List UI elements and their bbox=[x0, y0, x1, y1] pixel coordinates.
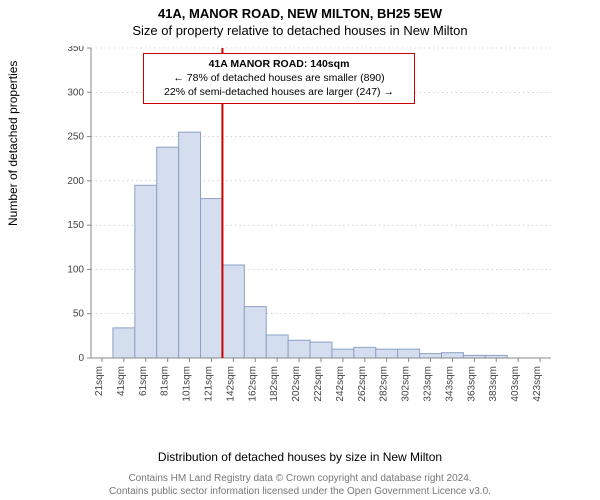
histogram-bar bbox=[354, 347, 376, 358]
chart-container: 41A, MANOR ROAD, NEW MILTON, BH25 5EW Si… bbox=[0, 0, 600, 500]
x-axis-label: Distribution of detached houses by size … bbox=[0, 450, 600, 464]
x-tick-label: 61sqm bbox=[138, 366, 149, 396]
x-tick-label: 21sqm bbox=[94, 366, 105, 396]
y-tick-label: 150 bbox=[67, 220, 84, 231]
histogram-bar bbox=[222, 265, 244, 358]
histogram-bar bbox=[332, 349, 354, 358]
y-tick-label: 200 bbox=[67, 176, 84, 187]
x-tick-label: 162sqm bbox=[247, 366, 258, 402]
annotation-line1: ← 78% of detached houses are smaller (89… bbox=[173, 72, 384, 84]
y-tick-label: 250 bbox=[67, 132, 84, 143]
y-tick-label: 0 bbox=[78, 353, 84, 364]
x-tick-label: 182sqm bbox=[269, 366, 280, 402]
histogram-bar bbox=[201, 199, 223, 358]
y-tick-label: 300 bbox=[67, 87, 84, 98]
x-tick-label: 423sqm bbox=[532, 366, 543, 402]
annotation-box: 41A MANOR ROAD: 140sqm ← 78% of detached… bbox=[143, 53, 415, 104]
x-tick-label: 262sqm bbox=[357, 366, 368, 402]
chart-title-sub: Size of property relative to detached ho… bbox=[0, 21, 600, 38]
x-tick-label: 383sqm bbox=[488, 366, 499, 402]
chart-title-main: 41A, MANOR ROAD, NEW MILTON, BH25 5EW bbox=[0, 0, 600, 21]
y-tick-label: 350 bbox=[67, 46, 84, 54]
y-tick-label: 100 bbox=[67, 264, 84, 275]
histogram-bar bbox=[310, 342, 332, 358]
x-tick-label: 242sqm bbox=[335, 366, 346, 402]
histogram-bar bbox=[288, 340, 310, 358]
x-tick-label: 81sqm bbox=[160, 366, 171, 396]
annotation-line2: 22% of semi-detached houses are larger (… bbox=[164, 86, 394, 98]
x-tick-label: 403sqm bbox=[510, 366, 521, 402]
x-tick-label: 363sqm bbox=[466, 366, 477, 402]
histogram-bar bbox=[244, 307, 266, 358]
histogram-bar bbox=[113, 328, 135, 358]
histogram-bar bbox=[398, 349, 420, 358]
x-tick-label: 121sqm bbox=[203, 366, 214, 402]
histogram-bar bbox=[420, 354, 442, 358]
chart-footer: Contains HM Land Registry data © Crown c… bbox=[0, 472, 600, 498]
x-tick-label: 282sqm bbox=[379, 366, 390, 402]
x-tick-label: 302sqm bbox=[401, 366, 412, 402]
histogram-bar bbox=[179, 132, 201, 358]
x-tick-label: 202sqm bbox=[291, 366, 302, 402]
footer-line2: Contains public sector information licen… bbox=[109, 486, 491, 497]
histogram-bar bbox=[376, 349, 398, 358]
x-tick-label: 142sqm bbox=[225, 366, 236, 402]
annotation-title: 41A MANOR ROAD: 140sqm bbox=[209, 58, 350, 70]
y-tick-label: 50 bbox=[73, 309, 85, 320]
histogram-bar bbox=[266, 335, 288, 358]
histogram-bar bbox=[157, 147, 179, 358]
x-tick-label: 41sqm bbox=[116, 366, 127, 396]
footer-line1: Contains HM Land Registry data © Crown c… bbox=[128, 473, 471, 484]
x-tick-label: 222sqm bbox=[313, 366, 324, 402]
histogram-bar bbox=[441, 353, 463, 358]
x-tick-label: 101sqm bbox=[182, 366, 193, 402]
x-tick-label: 343sqm bbox=[444, 366, 455, 402]
x-tick-label: 323sqm bbox=[423, 366, 434, 402]
histogram-bar bbox=[135, 185, 157, 358]
y-axis-label: Number of detached properties bbox=[6, 61, 20, 226]
